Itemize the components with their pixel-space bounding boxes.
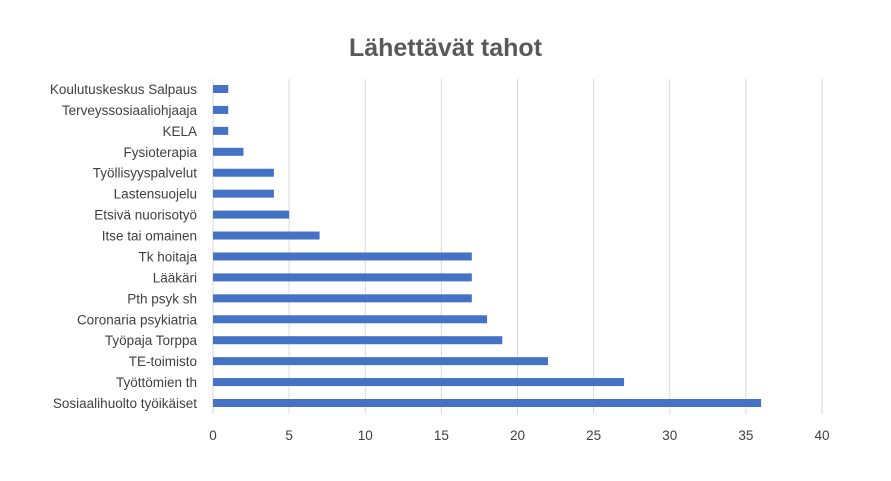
bar: [213, 273, 472, 282]
bar: [213, 189, 274, 198]
x-tick-label: 30: [662, 428, 677, 443]
x-tick-label: 5: [285, 428, 293, 443]
bar: [213, 147, 244, 156]
x-tick-label: 20: [510, 428, 525, 443]
category-label: KELA: [162, 124, 197, 139]
category-label: Koulutuskeskus Salpaus: [50, 82, 197, 97]
bar: [213, 357, 548, 366]
bar: [213, 85, 229, 93]
bar: [213, 252, 472, 261]
bar: [213, 399, 762, 407]
bar: [213, 126, 229, 135]
x-tick-label: 0: [209, 428, 217, 443]
bar: [213, 378, 625, 387]
chart-title: Lähettävät tahot: [348, 34, 543, 62]
category-label: Työpaja Torppa: [105, 333, 198, 348]
category-label: Lastensuojelu: [114, 187, 197, 202]
x-tick-label: 15: [434, 428, 449, 443]
category-label: Fysioterapia: [123, 145, 197, 160]
bar: [213, 231, 320, 240]
category-label: Sosiaalihuolto työikäiset: [53, 396, 197, 411]
category-label: Työllisyyspalvelut: [93, 166, 198, 181]
category-label: Terveyssosiaaliohjaaja: [62, 103, 198, 118]
category-label: TE-toimisto: [129, 354, 197, 369]
bar: [213, 168, 274, 177]
category-label: Itse tai omainen: [102, 229, 197, 244]
category-label: Pth psyk sh: [127, 291, 197, 306]
x-tick-label: 25: [586, 428, 601, 443]
category-label: Etsivä nuorisotyö: [94, 208, 197, 223]
bar: [213, 210, 290, 219]
category-label: Työttömien th: [116, 375, 197, 390]
bar: [213, 315, 488, 324]
x-tick-label: 40: [814, 428, 829, 443]
category-label: Lääkäri: [153, 270, 197, 285]
category-label: Coronaria psykiatria: [77, 312, 198, 327]
x-tick-label: 35: [738, 428, 753, 443]
x-tick-label: 10: [358, 428, 373, 443]
bar: [213, 336, 503, 345]
bar: [213, 105, 229, 114]
bar: [213, 294, 472, 303]
category-label: Tk hoitaja: [138, 249, 197, 264]
